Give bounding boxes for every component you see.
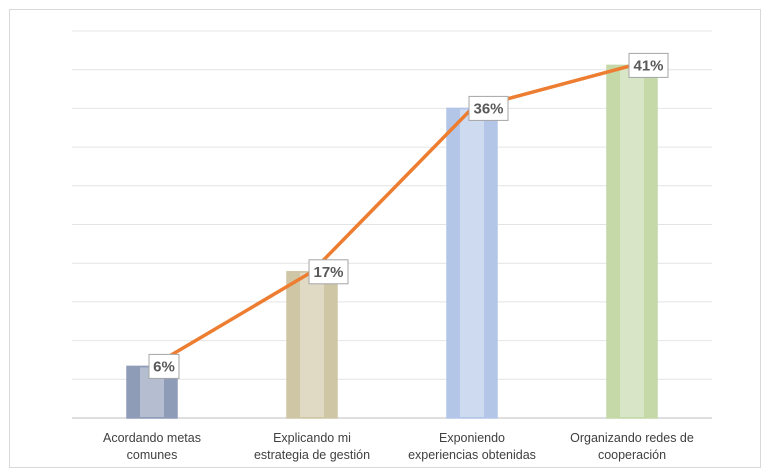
data-label-box — [628, 52, 669, 78]
data-label: 41% — [633, 57, 663, 74]
data-label-box — [308, 259, 349, 285]
x-tick-label: Explicando mi estrategia de gestión — [253, 431, 371, 462]
data-label-box — [148, 353, 180, 379]
data-label: 17% — [313, 264, 343, 281]
bar-shine — [620, 66, 644, 418]
data-label: 6% — [153, 358, 175, 375]
x-tick-label: Organizando redes de cooperación — [570, 431, 694, 462]
x-tick-label: Acordando metas comunes — [103, 431, 201, 462]
bar-shine — [300, 272, 324, 417]
data-label: 36% — [473, 100, 503, 117]
x-tick-label: Exponiendo experiencias obtenidas — [408, 431, 536, 462]
bar — [286, 271, 338, 419]
bar — [446, 107, 498, 419]
bar — [606, 64, 658, 419]
bar-shine — [460, 109, 484, 418]
line — [151, 63, 633, 368]
data-label-box — [468, 95, 509, 121]
